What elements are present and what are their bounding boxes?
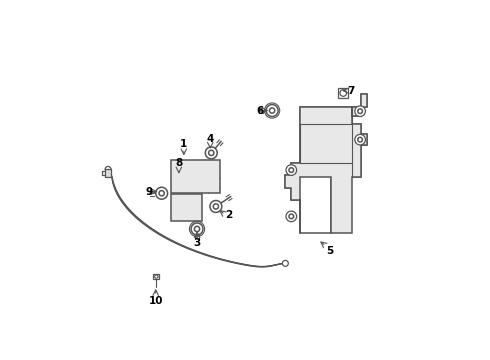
Bar bbox=[338, 88, 348, 98]
Text: 7: 7 bbox=[347, 86, 355, 96]
Text: 1: 1 bbox=[180, 139, 188, 149]
Bar bbox=[171, 194, 202, 221]
Text: 6: 6 bbox=[256, 105, 263, 116]
Bar bbox=[105, 170, 111, 177]
Text: 4: 4 bbox=[207, 134, 214, 144]
Polygon shape bbox=[285, 94, 368, 233]
Text: 8: 8 bbox=[175, 158, 182, 168]
Circle shape bbox=[205, 147, 217, 159]
Bar bbox=[171, 160, 220, 193]
Circle shape bbox=[210, 201, 222, 212]
Circle shape bbox=[355, 134, 366, 145]
Bar bbox=[153, 274, 159, 279]
Text: 9: 9 bbox=[145, 186, 152, 197]
Circle shape bbox=[282, 260, 288, 266]
Text: 5: 5 bbox=[326, 246, 333, 256]
Circle shape bbox=[266, 105, 278, 117]
Text: 3: 3 bbox=[194, 238, 201, 248]
Text: 10: 10 bbox=[148, 296, 163, 306]
Text: 2: 2 bbox=[225, 210, 232, 220]
Circle shape bbox=[286, 211, 296, 222]
Circle shape bbox=[355, 106, 366, 117]
Circle shape bbox=[191, 223, 203, 235]
Circle shape bbox=[286, 165, 296, 175]
Circle shape bbox=[156, 187, 168, 199]
